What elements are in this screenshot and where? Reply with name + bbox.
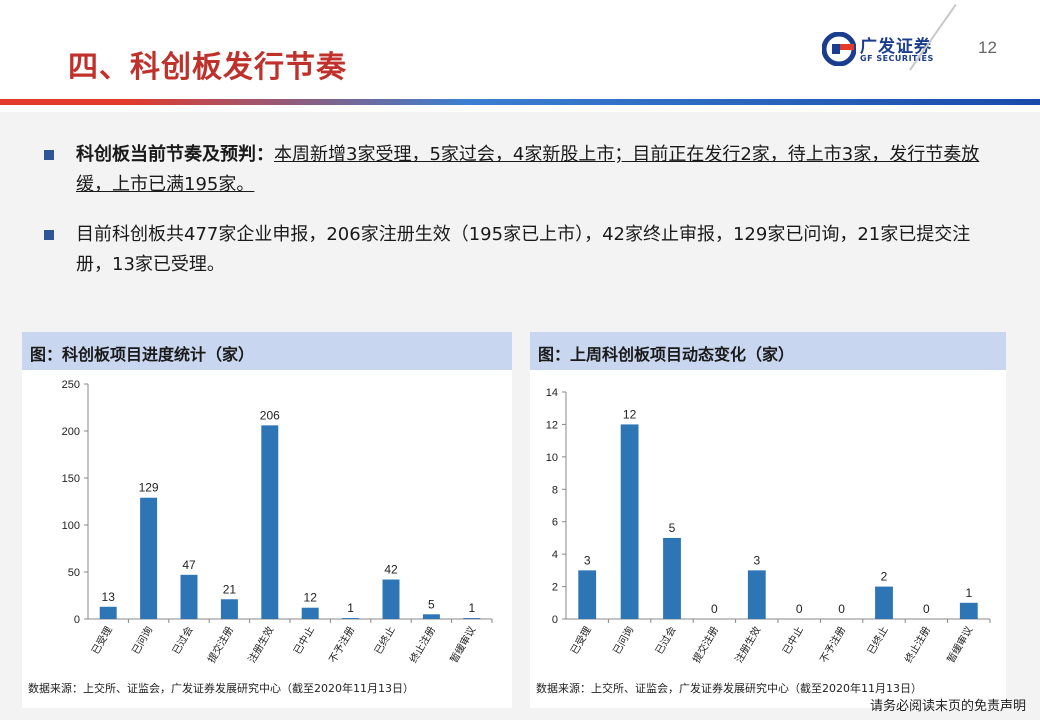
bar (180, 574, 198, 619)
bullet-text: 本周新增3家受理，5家过会，4家新股上市；目前正在发行2家，待上市3家，发行节奏… (76, 144, 980, 195)
data-label: 1 (468, 601, 475, 615)
chart-panel-progress: 图：科创板项目进度统计（家） 0 50 100 150 200 250 13 已受理 129 已问… (22, 332, 512, 708)
x-category-label: 不予注册 (326, 624, 357, 665)
data-label: 13 (102, 590, 116, 604)
y-tick-label: 0 (74, 614, 80, 626)
bullet-text: 目前科创板共477家企业申报，206家注册生效（195家已上市），42家终止审报… (76, 224, 971, 275)
bar (301, 607, 319, 619)
data-label: 12 (623, 407, 637, 421)
x-category-label: 已受理 (568, 625, 593, 657)
x-category-label: 已过会 (169, 624, 195, 656)
y-tick-label: 200 (62, 426, 80, 438)
bar (875, 586, 893, 619)
y-tick-label: 2 (552, 582, 558, 594)
x-category-label: 已中止 (780, 624, 806, 656)
bar (422, 614, 440, 619)
y-tick-label: 14 (546, 387, 558, 399)
y-tick-label: 250 (62, 379, 80, 391)
x-category-label: 终止注册 (407, 624, 438, 665)
bullet-square-icon (44, 230, 54, 240)
x-category-label: 已问询 (610, 624, 636, 656)
bar (620, 424, 639, 619)
data-label: 42 (384, 563, 398, 577)
bar (140, 497, 158, 619)
data-label: 1 (965, 586, 972, 600)
data-label: 0 (711, 602, 718, 616)
x-category-label: 提交注册 (205, 624, 236, 665)
x-category-label: 暂缓审议 (944, 624, 975, 665)
y-tick-label: 6 (552, 517, 558, 529)
brand-stripe (0, 99, 1040, 105)
x-category-label: 注册生效 (245, 624, 276, 665)
slide-content: 科创板当前节奏及预判：本周新增3家受理，5家过会，4家新股上市；目前正在发行2家… (0, 112, 1040, 720)
bullet-item: 科创板当前节奏及预判：本周新增3家受理，5家过会，4家新股上市；目前正在发行2家… (44, 140, 994, 200)
x-category-label: 已问询 (129, 624, 155, 656)
company-logo: 广发证券 GF SECURITIES (822, 30, 972, 70)
data-label: 0 (796, 602, 803, 616)
bar (99, 606, 117, 619)
y-tick-label: 10 (546, 452, 558, 464)
slide-header: 四、科创板发行节奏 广发证券 GF SECURITIES 12 (0, 0, 1040, 100)
data-label: 5 (669, 521, 676, 535)
data-label: 3 (584, 553, 591, 567)
x-category-label: 已受理 (89, 625, 114, 657)
bar (663, 537, 681, 619)
y-tick-label: 0 (552, 614, 558, 626)
data-label: 21 (223, 582, 237, 596)
bar (342, 618, 360, 619)
bar (261, 425, 279, 619)
page-title: 四、科创板发行节奏 (68, 50, 347, 85)
y-tick-label: 8 (552, 484, 558, 496)
bar (220, 599, 238, 619)
chart-title: 图：上周科创板项目动态变化（家） (538, 345, 795, 364)
progress-bar-chart: 0 50 100 150 200 250 13 已受理 129 已问询 47 已过会 21 提交注册 206… (62, 379, 493, 665)
data-label: 0 (838, 602, 845, 616)
bullet-square-icon (44, 150, 54, 160)
y-tick-label: 4 (552, 549, 558, 561)
data-label: 129 (139, 481, 159, 495)
x-category-label: 提交注册 (690, 624, 721, 665)
chart-header: 图：上周科创板项目动态变化（家） (530, 332, 1006, 370)
data-label: 206 (260, 408, 280, 422)
bar (959, 602, 978, 619)
y-tick-label: 50 (68, 567, 80, 579)
x-category-label: 暂缓审议 (447, 624, 478, 665)
bullet-lead: 科创板当前节奏及预判： (76, 144, 274, 165)
bar (747, 570, 766, 619)
chart-title: 图：科创板项目进度统计（家） (30, 345, 255, 364)
bullet-item: 目前科创板共477家企业申报，206家注册生效（195家已上市），42家终止审报… (44, 220, 994, 280)
bar (463, 618, 481, 619)
chart-source: 数据来源：上交所、证监会，广发证券发展研究中心（截至2020年11月13日） (536, 682, 922, 695)
data-label: 2 (881, 570, 888, 584)
y-tick-label: 12 (546, 419, 558, 431)
chart-panel-weekly-change: 图：上周科创板项目动态变化（家） 0 2 4 6 8 10 12 14 3 已受理 12 已问询 5 已过… (530, 332, 1006, 708)
x-category-label: 已过会 (652, 624, 678, 656)
y-tick-label: 100 (62, 520, 80, 532)
weekly-change-bar-chart: 024681012143已受理12已问询5已过会0提交注册3注册生效0已中止0不… (546, 387, 991, 665)
page-number: 12 (978, 38, 997, 57)
data-label: 5 (428, 597, 435, 611)
logo-chinese-name: 广发证券 (860, 37, 932, 57)
data-label: 3 (753, 553, 760, 567)
x-category-label: 已终止 (371, 624, 397, 656)
data-label: 12 (304, 591, 318, 605)
gf-logo-icon (822, 32, 856, 66)
chart-source: 数据来源：上交所、证监会，广发证券发展研究中心（截至2020年11月13日） (28, 682, 414, 695)
y-tick-label: 150 (62, 473, 80, 485)
x-category-label: 终止注册 (902, 624, 933, 665)
bar (382, 579, 400, 619)
disclaimer-footer: 请务必阅读末页的免责声明 (869, 699, 1026, 714)
logo-english-name: GF SECURITIES (860, 54, 934, 63)
x-category-label: 注册生效 (732, 624, 763, 665)
data-label: 0 (923, 602, 930, 616)
x-category-label: 不予注册 (817, 624, 848, 665)
x-category-label: 已中止 (291, 624, 317, 656)
data-label: 1 (347, 601, 354, 615)
data-label: 47 (182, 558, 196, 572)
chart-header: 图：科创板项目进度统计（家） (22, 332, 512, 370)
x-category-label: 已终止 (864, 624, 890, 656)
bar (578, 570, 597, 619)
